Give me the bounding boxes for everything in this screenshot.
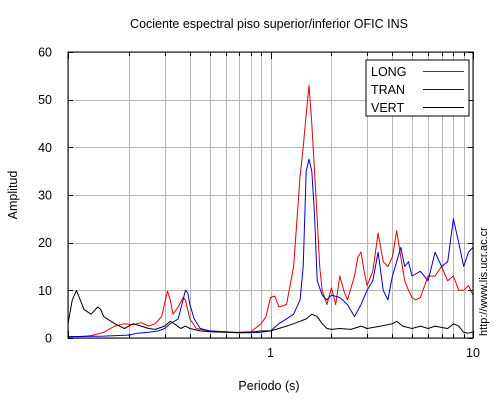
- y-axis-label: Amplitud: [6, 171, 20, 220]
- source-url-text: http://www.lis.ucr.ac.cr: [478, 227, 490, 336]
- legend: LONG TRAN VERT: [365, 59, 470, 117]
- y-tick-label: 60: [38, 46, 52, 60]
- y-tick-label: 10: [38, 284, 52, 298]
- legend-label-long: LONG: [371, 65, 406, 79]
- y-tick-label: 30: [38, 189, 52, 203]
- series-lines: [68, 84, 473, 338]
- legend-box: [365, 59, 470, 117]
- legend-label-vert: VERT: [371, 101, 404, 115]
- chart-title: Cociente espectral piso superior/inferio…: [130, 17, 408, 31]
- y-tick-label: 40: [38, 141, 52, 155]
- series-line-long: [68, 84, 473, 338]
- x-tick-label: 10: [466, 346, 480, 360]
- y-tick-label: 50: [38, 93, 52, 107]
- y-tick-label: 20: [38, 236, 52, 250]
- ticks: [68, 52, 474, 339]
- x-axis-label: Periodo (s): [238, 379, 299, 393]
- series-line-vert: [68, 289, 473, 334]
- x-tick-label: 1: [267, 346, 274, 360]
- tick-labels: 0 10 20 30 40 50 60 1 10: [38, 46, 480, 361]
- legend-label-tran: TRAN: [371, 83, 405, 97]
- y-tick-label: 0: [45, 332, 52, 346]
- series-line-tran: [68, 158, 473, 338]
